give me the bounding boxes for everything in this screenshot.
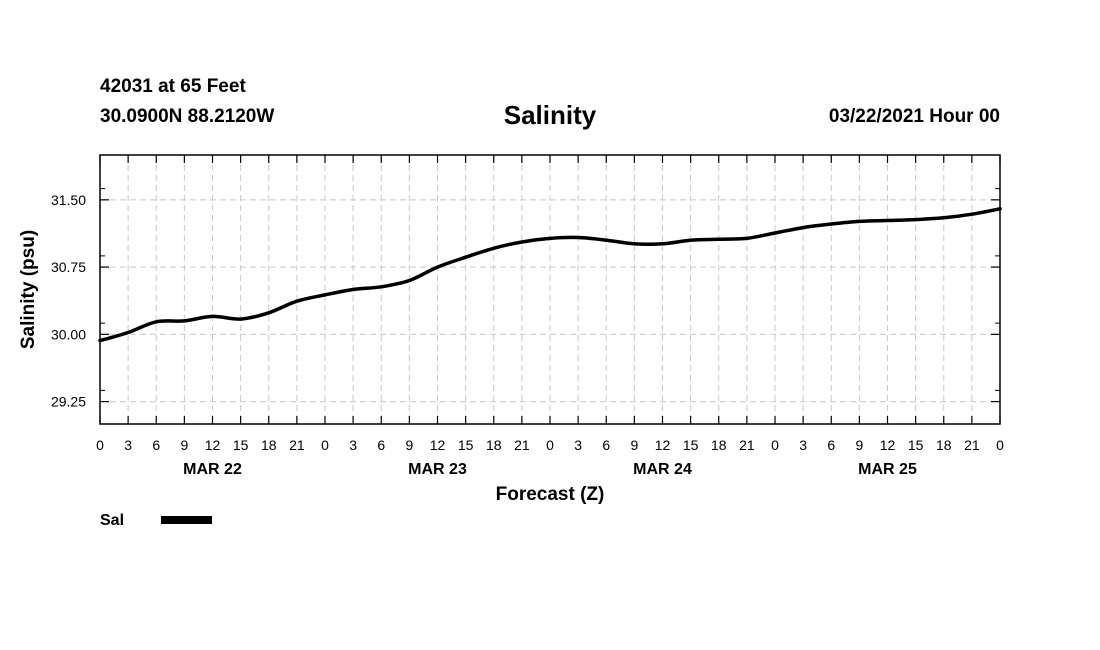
y-tick-label: 30.00 — [51, 326, 86, 342]
x-tick-label: 9 — [630, 437, 638, 453]
x-tick-label: 9 — [405, 437, 413, 453]
x-tick-label: 21 — [739, 437, 755, 453]
x-tick-label: 15 — [683, 437, 699, 453]
legend: Sal — [100, 512, 212, 529]
x-axis-label: Forecast (Z) — [496, 484, 605, 505]
x-tick-label: 3 — [349, 437, 357, 453]
day-label: MAR 22 — [183, 461, 242, 478]
x-tick-label: 0 — [96, 437, 104, 453]
x-tick-label: 18 — [486, 437, 502, 453]
day-label: MAR 23 — [408, 461, 467, 478]
forecast-datetime-label: 03/22/2021 Hour 00 — [828, 106, 1000, 127]
axis-ticks — [99, 155, 1001, 424]
x-tick-label: 6 — [827, 437, 835, 453]
x-tick-label: 21 — [514, 437, 530, 453]
day-label: MAR 25 — [858, 461, 917, 478]
day-label: MAR 24 — [633, 461, 692, 478]
x-tick-label: 12 — [880, 437, 896, 453]
x-tick-label: 21 — [289, 437, 305, 453]
x-tick-label: 3 — [799, 437, 807, 453]
x-tick-label: 9 — [855, 437, 863, 453]
x-tick-label: 3 — [574, 437, 582, 453]
x-tick-label: 6 — [152, 437, 160, 453]
x-tick-label: 21 — [964, 437, 980, 453]
x-tick-label: 12 — [205, 437, 221, 453]
x-tick-label: 15 — [233, 437, 249, 453]
series-line-sal — [98, 207, 1002, 343]
x-tick-label: 0 — [321, 437, 329, 453]
x-tick-label: 0 — [996, 437, 1004, 453]
x-tick-label: 15 — [458, 437, 474, 453]
x-tick-label: 9 — [180, 437, 188, 453]
y-axis-label: Salinity (psu) — [18, 230, 39, 349]
x-tick-labels: 0 3 6 9 12 15 18 21 0 3 6 9 12 15 18 21 0 3 6 9 12 15 18 21 0 3 6 9… — [96, 437, 1004, 453]
legend-label-sal: Sal — [100, 512, 124, 529]
x-tick-label: 15 — [908, 437, 924, 453]
x-tick-label: 6 — [377, 437, 385, 453]
y-tick-label: 31.50 — [51, 192, 86, 208]
station-label: 42031 at 65 Feet — [100, 76, 246, 97]
day-labels: MAR 22 MAR 23 MAR 24 MAR 25 — [183, 461, 917, 478]
x-tick-label: 6 — [602, 437, 610, 453]
grid — [100, 155, 1000, 424]
x-tick-label: 0 — [771, 437, 779, 453]
x-tick-label: 12 — [655, 437, 671, 453]
x-tick-label: 0 — [546, 437, 554, 453]
y-tick-label: 29.25 — [51, 394, 86, 410]
y-tick-labels: 29.25 30.00 30.75 31.50 — [51, 192, 86, 410]
x-tick-label: 18 — [261, 437, 277, 453]
coordinates-label: 30.0900N 88.2120W — [100, 106, 275, 127]
x-tick-label: 18 — [711, 437, 727, 453]
x-tick-label: 12 — [430, 437, 446, 453]
chart-title: Salinity — [503, 100, 597, 130]
x-tick-label: 18 — [936, 437, 952, 453]
x-tick-label: 3 — [124, 437, 132, 453]
y-tick-label: 30.75 — [51, 259, 86, 275]
